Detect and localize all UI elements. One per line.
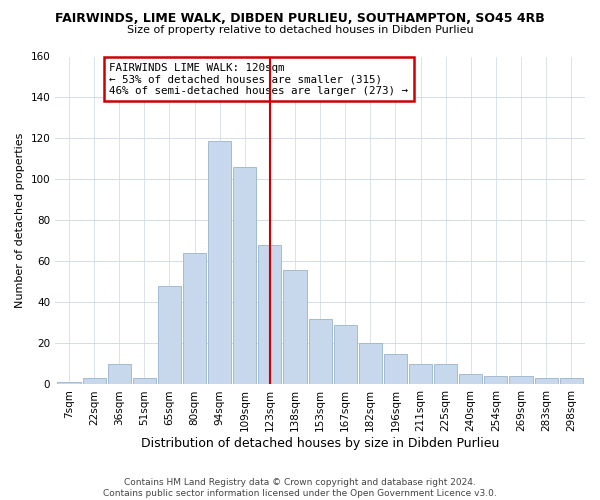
- Bar: [259, 245, 281, 384]
- Bar: [409, 364, 432, 384]
- Text: Size of property relative to detached houses in Dibden Purlieu: Size of property relative to detached ho…: [127, 25, 473, 35]
- Bar: [535, 378, 557, 384]
- Bar: [359, 344, 382, 384]
- Y-axis label: Number of detached properties: Number of detached properties: [15, 133, 25, 308]
- Bar: [334, 325, 357, 384]
- Bar: [509, 376, 533, 384]
- Bar: [560, 378, 583, 384]
- Bar: [83, 378, 106, 384]
- Bar: [384, 354, 407, 384]
- Bar: [158, 286, 181, 384]
- Bar: [133, 378, 156, 384]
- Bar: [233, 167, 256, 384]
- Text: FAIRWINDS, LIME WALK, DIBDEN PURLIEU, SOUTHAMPTON, SO45 4RB: FAIRWINDS, LIME WALK, DIBDEN PURLIEU, SO…: [55, 12, 545, 26]
- Bar: [434, 364, 457, 384]
- Bar: [107, 364, 131, 384]
- Bar: [208, 140, 231, 384]
- Text: FAIRWINDS LIME WALK: 120sqm
← 53% of detached houses are smaller (315)
46% of se: FAIRWINDS LIME WALK: 120sqm ← 53% of det…: [109, 62, 408, 96]
- Bar: [58, 382, 80, 384]
- Bar: [459, 374, 482, 384]
- X-axis label: Distribution of detached houses by size in Dibden Purlieu: Distribution of detached houses by size …: [141, 437, 499, 450]
- Text: Contains HM Land Registry data © Crown copyright and database right 2024.
Contai: Contains HM Land Registry data © Crown c…: [103, 478, 497, 498]
- Bar: [183, 254, 206, 384]
- Bar: [308, 319, 332, 384]
- Bar: [484, 376, 508, 384]
- Bar: [283, 270, 307, 384]
